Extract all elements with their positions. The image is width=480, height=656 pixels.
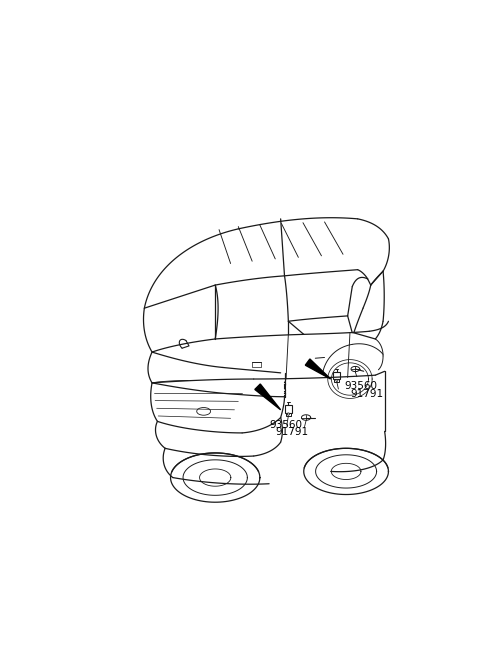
Polygon shape bbox=[305, 359, 331, 379]
FancyBboxPatch shape bbox=[335, 379, 339, 382]
Text: 91791: 91791 bbox=[275, 427, 308, 438]
FancyBboxPatch shape bbox=[285, 405, 292, 413]
Text: 93560: 93560 bbox=[269, 420, 302, 430]
Text: 93560: 93560 bbox=[345, 381, 378, 391]
FancyBboxPatch shape bbox=[334, 372, 340, 379]
FancyBboxPatch shape bbox=[286, 413, 291, 416]
Text: 91791: 91791 bbox=[351, 389, 384, 399]
Circle shape bbox=[287, 413, 289, 415]
Circle shape bbox=[336, 379, 338, 381]
Ellipse shape bbox=[197, 407, 211, 415]
Polygon shape bbox=[255, 384, 281, 410]
